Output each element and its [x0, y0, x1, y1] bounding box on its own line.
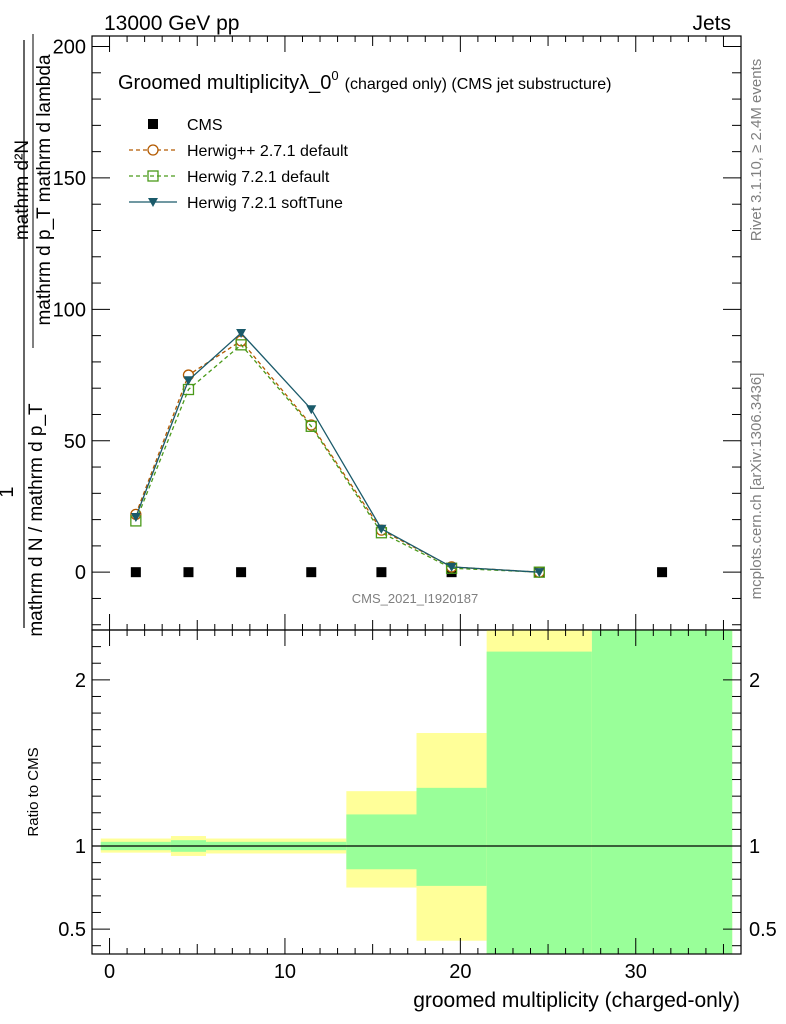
main-axes: 0 50 100 150 200 — [53, 36, 741, 630]
herwig7-softtune-point — [236, 329, 247, 338]
series-line-2 — [135, 343, 540, 573]
main-subtitle: (charged only) (CMS jet substructure) — [345, 76, 612, 93]
mcplots-label: mcplots.cern.ch [arXiv:1306.3436] — [748, 373, 765, 600]
rivet-label: Rivet 3.1.10, ≥ 2.4M events — [748, 59, 765, 242]
ratio-ylabel: Ratio to CMS — [25, 747, 42, 836]
herwig7-softtune-point — [148, 198, 158, 207]
ratio-band-green — [346, 814, 417, 870]
series-0 — [130, 567, 668, 578]
cms-data-point — [306, 567, 317, 578]
ratio-ytick-label: 0.5 — [58, 919, 86, 941]
ylabel-derivative-numerator: mathrm d²N — [12, 140, 33, 240]
herwig7-softtune-point — [130, 512, 141, 522]
xlabel: groomed multiplicity (charged-only) — [413, 989, 740, 1012]
cms-data-point — [183, 567, 194, 578]
legend-label: Herwig 7.2.1 softTune — [187, 195, 343, 212]
header-right: Jets — [692, 12, 731, 35]
cms-data-point — [376, 567, 387, 578]
legend-entry: Herwig 7.2.1 softTune — [129, 195, 343, 212]
xtick-label: 20 — [449, 961, 471, 983]
main-title: Groomed multiplicityλ_00 (charged only) (… — [118, 68, 611, 94]
main-series-layer — [130, 329, 668, 578]
ratio-axes: 0.5 0.51 12 20 10 20 30 — [58, 630, 777, 983]
herwig7-softtune-point — [183, 376, 194, 386]
herwig7-default-point — [147, 170, 159, 182]
main-ytick-label: 100 — [53, 299, 86, 321]
series-line-1 — [135, 340, 540, 573]
cms-data-point — [657, 567, 668, 578]
header-left: 13000 GeV pp — [104, 12, 239, 35]
ratio-bands-layer — [100, 630, 733, 954]
cms-data-point — [130, 567, 141, 578]
herwig7-default-point — [235, 339, 247, 351]
xtick-label: 30 — [625, 961, 647, 983]
ratio-ytick-label-right: 2 — [749, 670, 760, 692]
ylabel-denominator: mathrm d N / mathrm d p_T — [26, 403, 47, 637]
xtick-label: 10 — [274, 961, 296, 983]
cms-data-point — [148, 119, 158, 129]
ratio-band-green — [591, 630, 733, 954]
ylabel-numerator: 1 — [0, 486, 18, 497]
main-ytick-label: 200 — [53, 37, 86, 59]
legend-label: Herwig 7.2.1 default — [187, 169, 330, 186]
main-title-text: Groomed multiplicityλ_0 — [118, 72, 331, 94]
legend-entry: Herwig++ 2.7.1 default — [129, 143, 349, 160]
analysis-id: CMS_2021_I1920187 — [352, 591, 479, 606]
herwigpp-point — [147, 144, 159, 156]
ylabel-derivative-denominator: mathrm d p_T mathrm d lambda — [34, 54, 55, 325]
ratio-band-green — [486, 651, 592, 954]
legend-label: Herwig++ 2.7.1 default — [187, 143, 349, 160]
herwig7-softtune-point — [376, 524, 387, 534]
herwig7-default-point — [305, 420, 317, 432]
xtick-label: 0 — [104, 961, 115, 983]
herwig7-softtune-point — [446, 562, 457, 572]
herwig7-softtune-point — [306, 405, 317, 415]
cms-data-point — [236, 567, 247, 578]
series-1 — [130, 335, 545, 578]
main-ytick-label: 50 — [64, 431, 86, 453]
ratio-ytick-label: 2 — [75, 670, 86, 692]
series-line-3 — [135, 332, 540, 573]
ratio-ytick-label-right: 1 — [749, 836, 760, 858]
series-3 — [130, 329, 545, 578]
legend: CMS Herwig++ 2.7.1 default Herwig 7.2.1 de… — [129, 117, 349, 212]
legend-entry: Herwig 7.2.1 default — [129, 169, 330, 186]
legend-entry: CMS — [148, 117, 223, 134]
legend-label: CMS — [187, 117, 223, 134]
main-ytick-label: 0 — [75, 562, 86, 584]
main-ylabel: 1 mathrm d N / mathrm d p_T mathrm d²N m… — [0, 34, 55, 637]
ratio-ytick-label: 1 — [75, 836, 86, 858]
ratio-ytick-label-right: 0.5 — [749, 919, 777, 941]
ratio-plot-frame — [91, 629, 742, 955]
main-ytick-label: 150 — [53, 168, 86, 190]
main-title-superscript: 0 — [331, 68, 338, 83]
herwig7-softtune-point — [534, 568, 545, 578]
ratio-band-green — [416, 787, 487, 886]
